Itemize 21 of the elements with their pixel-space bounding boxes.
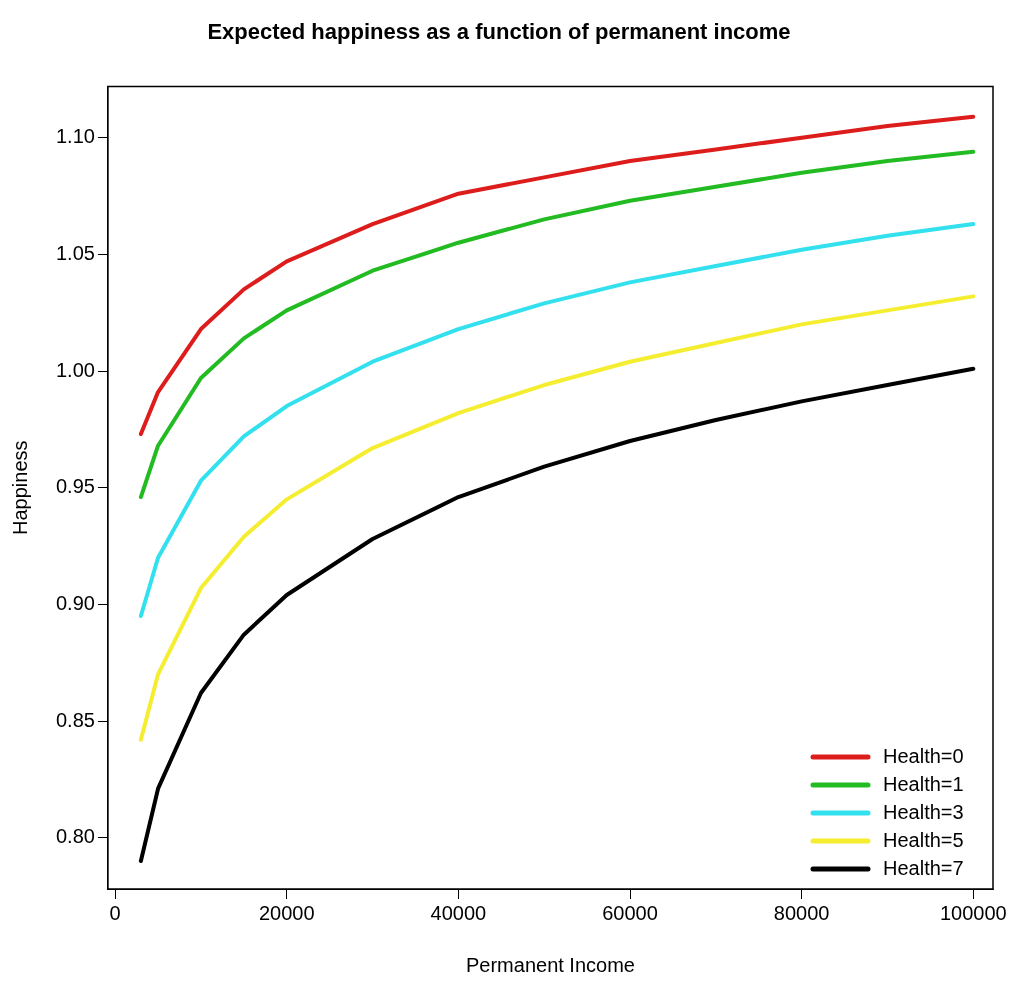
legend-label: Health=7	[883, 856, 964, 879]
y-axis-title: Happiness	[8, 440, 31, 535]
legend-label: Health=5	[883, 828, 964, 851]
x-tick-label: 20000	[258, 901, 315, 924]
legend-label: Health=0	[883, 744, 964, 767]
y-tick-label: 1.00	[55, 358, 95, 381]
chart-title: Expected happiness as a function of permanent income	[207, 19, 791, 45]
x-tick-label: 80000	[773, 901, 830, 924]
legend-label: Health=3	[883, 800, 964, 823]
x-axis-title: Permanent Income	[465, 953, 635, 976]
y-tick-label: 0.90	[55, 591, 95, 614]
x-tick-label: 0	[109, 901, 121, 924]
y-tick-label: 1.05	[55, 241, 95, 264]
y-tick-label: 0.85	[55, 708, 95, 731]
x-tick-label: 100000	[939, 901, 1007, 924]
y-tick-label: 0.80	[55, 825, 95, 848]
legend-label: Health=1	[883, 772, 964, 795]
x-tick-label: 40000	[430, 901, 487, 924]
x-tick-label: 60000	[602, 901, 658, 924]
y-tick-label: 0.95	[55, 475, 95, 498]
y-tick-label: 1.10	[55, 125, 95, 148]
